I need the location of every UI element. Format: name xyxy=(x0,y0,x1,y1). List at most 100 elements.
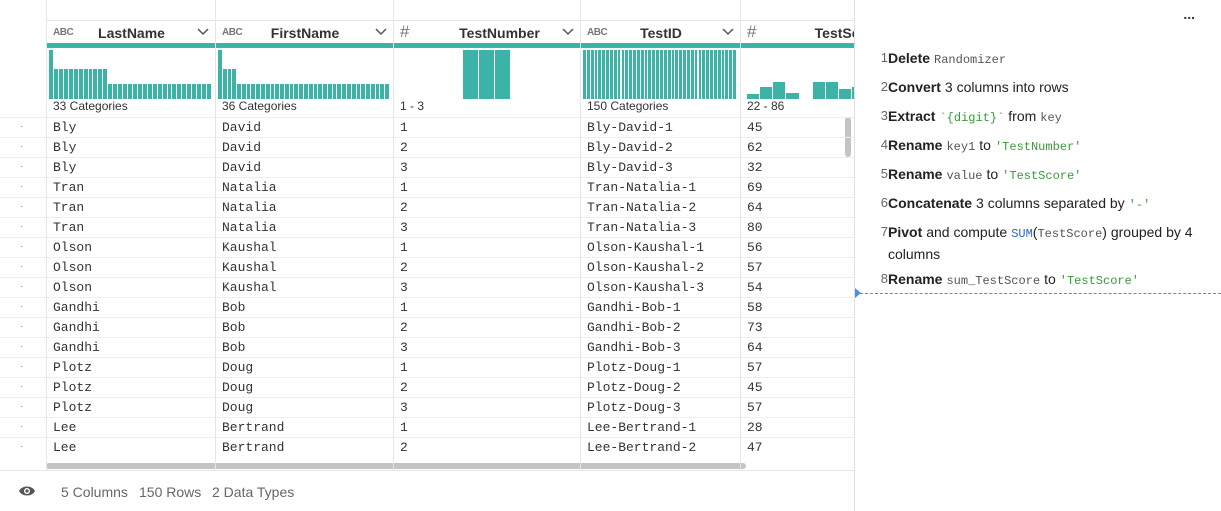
cell: 56 xyxy=(747,240,763,255)
column-header[interactable]: ABC TestID xyxy=(581,20,740,45)
column-header[interactable]: ABC LastName xyxy=(47,20,215,45)
cell: Olson-Kaushal-1 xyxy=(587,240,705,255)
column-type: # xyxy=(400,22,409,41)
column-menu[interactable] xyxy=(562,28,574,36)
column-menu[interactable] xyxy=(722,28,734,36)
cell: 2 xyxy=(400,320,408,335)
row-divider xyxy=(0,177,854,178)
cell: Gandhi-Bob-2 xyxy=(587,320,681,335)
row-divider xyxy=(0,317,854,318)
step-number: 1 xyxy=(880,50,888,65)
histogram-bar xyxy=(275,84,280,99)
histogram-bar xyxy=(222,68,227,99)
histogram-bar xyxy=(721,50,725,99)
histogram-bar xyxy=(63,68,68,99)
row-handle: · xyxy=(20,281,24,292)
step-number: 2 xyxy=(880,79,888,94)
cell: 1 xyxy=(400,180,408,195)
cell: 1 xyxy=(400,300,408,315)
cell: 2 xyxy=(400,440,408,455)
step-text: Randomizer xyxy=(934,53,1007,67)
histogram-bar xyxy=(760,86,773,99)
histogram-bar xyxy=(323,84,327,99)
cell: 1 xyxy=(400,360,408,375)
visibility-icon[interactable] xyxy=(18,484,36,498)
histogram-bar xyxy=(246,84,251,99)
cell: Bob xyxy=(222,300,246,315)
recipe-step[interactable]: 6 Concatenate 3 columns separated by '-' xyxy=(881,193,1208,215)
row-divider xyxy=(0,297,854,298)
cell: Natalia xyxy=(222,200,277,215)
row-handle: · xyxy=(20,381,24,392)
row-divider xyxy=(0,157,854,158)
footer-stat: 2 Data Types xyxy=(212,484,295,500)
histogram-bar xyxy=(478,50,494,99)
column-summary: 22 - 86 xyxy=(747,99,785,113)
cell: Olson xyxy=(53,280,93,295)
histogram-bar xyxy=(351,84,356,99)
histogram-bar xyxy=(648,50,652,99)
row-handle: · xyxy=(20,361,24,372)
cell: Kaushal xyxy=(222,240,277,255)
column-menu[interactable] xyxy=(197,28,209,36)
row-divider xyxy=(0,357,854,358)
row-handle: · xyxy=(20,141,24,152)
cell: Bly xyxy=(53,140,77,155)
histogram-bar xyxy=(78,68,83,99)
recipe-step[interactable]: 7 Pivot and compute SUM(TestScore) grouped … xyxy=(881,222,1208,264)
recipe-step[interactable]: 5 Rename value to 'TestScore' xyxy=(881,164,1208,186)
row-divider xyxy=(0,137,854,138)
cell: 45 xyxy=(747,120,763,135)
histogram-bar xyxy=(98,68,103,99)
column-header[interactable]: # TestScore xyxy=(741,20,854,45)
cell: 57 xyxy=(747,260,763,275)
histogram-bar xyxy=(375,84,380,99)
column-name: TestNumber xyxy=(459,25,540,41)
histogram-bar xyxy=(621,50,625,99)
histogram-bar xyxy=(304,84,308,99)
row-handle: · xyxy=(20,161,24,172)
histogram-bar xyxy=(786,93,799,99)
histogram-bar xyxy=(218,50,222,99)
histogram-bar xyxy=(370,84,375,99)
histogram-bar xyxy=(265,84,270,99)
histogram-bar xyxy=(598,50,602,99)
histogram-bar xyxy=(583,50,586,99)
footer-stat: 5 Columns xyxy=(61,484,128,500)
step-text: value xyxy=(946,169,983,183)
cell: Plotz xyxy=(53,400,93,415)
horizontal-scrollbar[interactable] xyxy=(46,463,746,469)
histogram-bar xyxy=(197,84,202,99)
recipe-step[interactable]: 3 Extract `{digit}` from key xyxy=(881,106,1208,128)
column-menu[interactable] xyxy=(375,28,387,36)
cell: Doug xyxy=(222,400,254,415)
cell: Bertrand xyxy=(222,440,285,455)
column-type-bar xyxy=(216,43,393,48)
histogram-bar xyxy=(686,50,690,99)
column-name: TestScore xyxy=(814,25,854,41)
cell: Plotz xyxy=(53,380,93,395)
more-menu[interactable]: ... xyxy=(1183,6,1195,22)
recipe-step[interactable]: 2 Convert 3 columns into rows xyxy=(881,77,1208,97)
cell: 47 xyxy=(747,440,763,455)
cell: Lee xyxy=(53,440,77,455)
recipe-step[interactable]: 4 Rename key1 to 'TestNumber' xyxy=(881,135,1208,157)
step-text: from xyxy=(1008,108,1037,124)
histogram xyxy=(218,50,391,99)
row-divider xyxy=(0,417,854,418)
cell: Olson-Kaushal-3 xyxy=(587,280,705,295)
column-header[interactable]: # TestNumber xyxy=(394,20,580,45)
histogram-bar xyxy=(462,50,478,99)
step-text: key xyxy=(1040,111,1062,125)
row-divider xyxy=(0,397,854,398)
histogram-bar xyxy=(289,84,294,99)
cell: 45 xyxy=(747,380,763,395)
column-header[interactable]: ABC FirstName xyxy=(216,20,393,45)
cell: Plotz-Doug-1 xyxy=(587,360,681,375)
recipe-step[interactable]: 8 Rename sum_TestScore to 'TestScore' xyxy=(881,269,1208,291)
histogram-bar xyxy=(202,84,207,99)
histogram-bar xyxy=(629,50,633,99)
step-text: Delete xyxy=(888,50,931,66)
recipe-step[interactable]: 1 Delete Randomizer xyxy=(881,48,1208,70)
